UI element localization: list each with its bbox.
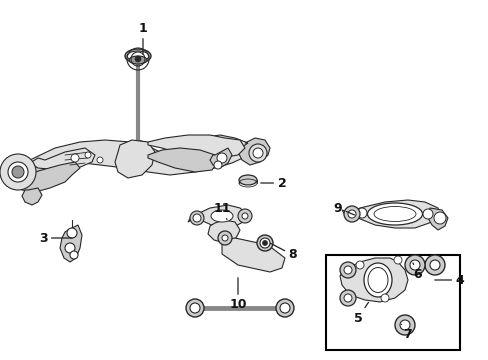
Circle shape [248, 144, 266, 162]
Circle shape [257, 235, 272, 251]
Circle shape [67, 228, 77, 238]
Polygon shape [341, 200, 439, 228]
Circle shape [238, 209, 251, 223]
Polygon shape [15, 135, 249, 175]
Circle shape [185, 299, 203, 317]
Ellipse shape [125, 49, 151, 63]
Circle shape [356, 208, 366, 218]
Polygon shape [148, 148, 218, 172]
Circle shape [343, 294, 351, 302]
Polygon shape [148, 135, 244, 158]
Text: 10: 10 [229, 278, 246, 311]
Polygon shape [427, 208, 447, 230]
Polygon shape [18, 162, 80, 192]
Circle shape [70, 251, 78, 259]
Circle shape [214, 161, 222, 169]
Circle shape [280, 303, 289, 313]
Circle shape [135, 56, 141, 62]
Text: 2: 2 [260, 176, 286, 189]
Circle shape [347, 210, 355, 218]
Polygon shape [209, 148, 231, 168]
Text: 1: 1 [138, 22, 147, 54]
Text: 8: 8 [270, 243, 297, 261]
Ellipse shape [239, 175, 257, 185]
Ellipse shape [367, 203, 422, 225]
Text: 7: 7 [401, 324, 411, 342]
Circle shape [399, 320, 409, 330]
Ellipse shape [127, 51, 149, 61]
Polygon shape [339, 258, 407, 302]
Circle shape [343, 266, 351, 274]
Circle shape [339, 262, 355, 278]
Circle shape [409, 260, 419, 270]
Text: 3: 3 [39, 231, 72, 244]
Circle shape [85, 152, 91, 158]
Circle shape [262, 240, 267, 246]
Text: 5: 5 [353, 302, 367, 324]
Circle shape [339, 290, 355, 306]
Circle shape [422, 209, 432, 219]
Circle shape [190, 211, 203, 225]
Polygon shape [238, 138, 269, 165]
Polygon shape [30, 148, 95, 170]
Circle shape [404, 255, 424, 275]
Circle shape [394, 315, 414, 335]
Circle shape [252, 148, 263, 158]
Circle shape [355, 261, 363, 269]
Circle shape [343, 206, 359, 222]
Polygon shape [60, 225, 82, 262]
Circle shape [193, 214, 201, 222]
Polygon shape [22, 188, 42, 205]
Circle shape [222, 235, 227, 241]
Circle shape [218, 231, 231, 245]
Circle shape [97, 157, 103, 163]
Circle shape [393, 256, 401, 264]
Circle shape [242, 213, 247, 219]
Polygon shape [115, 140, 155, 178]
Polygon shape [207, 220, 240, 243]
Text: 4: 4 [434, 274, 464, 287]
Ellipse shape [210, 210, 232, 222]
Ellipse shape [129, 56, 147, 64]
Polygon shape [222, 238, 285, 272]
Ellipse shape [363, 263, 391, 297]
Circle shape [0, 154, 36, 190]
Polygon shape [3, 160, 28, 180]
Circle shape [8, 162, 28, 182]
Polygon shape [10, 162, 72, 188]
Text: 9: 9 [333, 202, 354, 215]
Polygon shape [187, 205, 247, 228]
Circle shape [275, 299, 293, 317]
Text: 6: 6 [412, 263, 422, 282]
Circle shape [65, 243, 75, 253]
Circle shape [380, 294, 388, 302]
Circle shape [424, 255, 444, 275]
Text: 11: 11 [213, 202, 230, 220]
Circle shape [217, 153, 226, 163]
Circle shape [190, 303, 200, 313]
Circle shape [71, 154, 79, 162]
Circle shape [433, 212, 445, 224]
Polygon shape [125, 140, 152, 172]
Circle shape [429, 260, 439, 270]
Circle shape [260, 238, 269, 248]
Circle shape [12, 166, 24, 178]
Bar [325, 255, 459, 350]
